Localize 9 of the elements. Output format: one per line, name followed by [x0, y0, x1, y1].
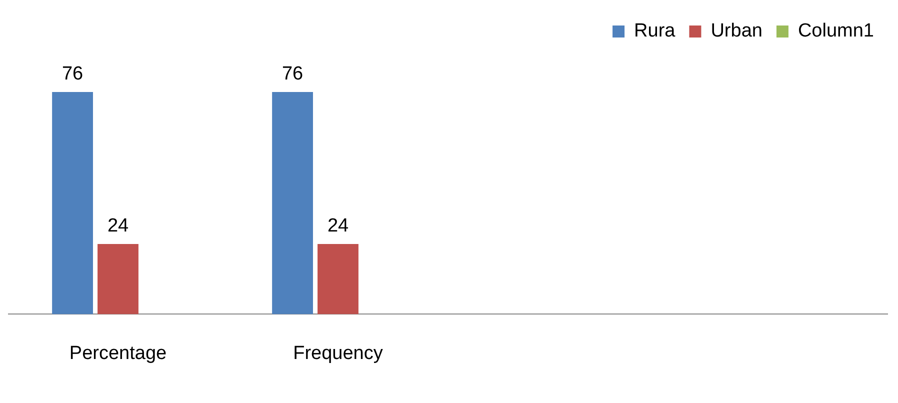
x-tick-label: Frequency: [293, 342, 384, 364]
data-label: 76: [282, 64, 304, 85]
legend-label: Column1: [798, 20, 874, 42]
x-tick-label: Percentage: [69, 342, 167, 364]
data-label: 24: [327, 216, 349, 237]
legend-label: Rura: [634, 20, 676, 42]
legend-label: Urban: [710, 20, 762, 42]
data-label: 76: [62, 64, 84, 85]
data-label: 24: [107, 216, 129, 237]
